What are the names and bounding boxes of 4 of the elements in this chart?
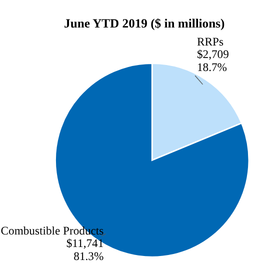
data-label: $11,741 81.3% [66, 237, 104, 263]
slice-label: RRPs [196, 36, 224, 49]
chart-title: June YTD 2019 ($ in millions) [64, 16, 225, 30]
data-label: $2,709 18.7% [196, 48, 230, 74]
